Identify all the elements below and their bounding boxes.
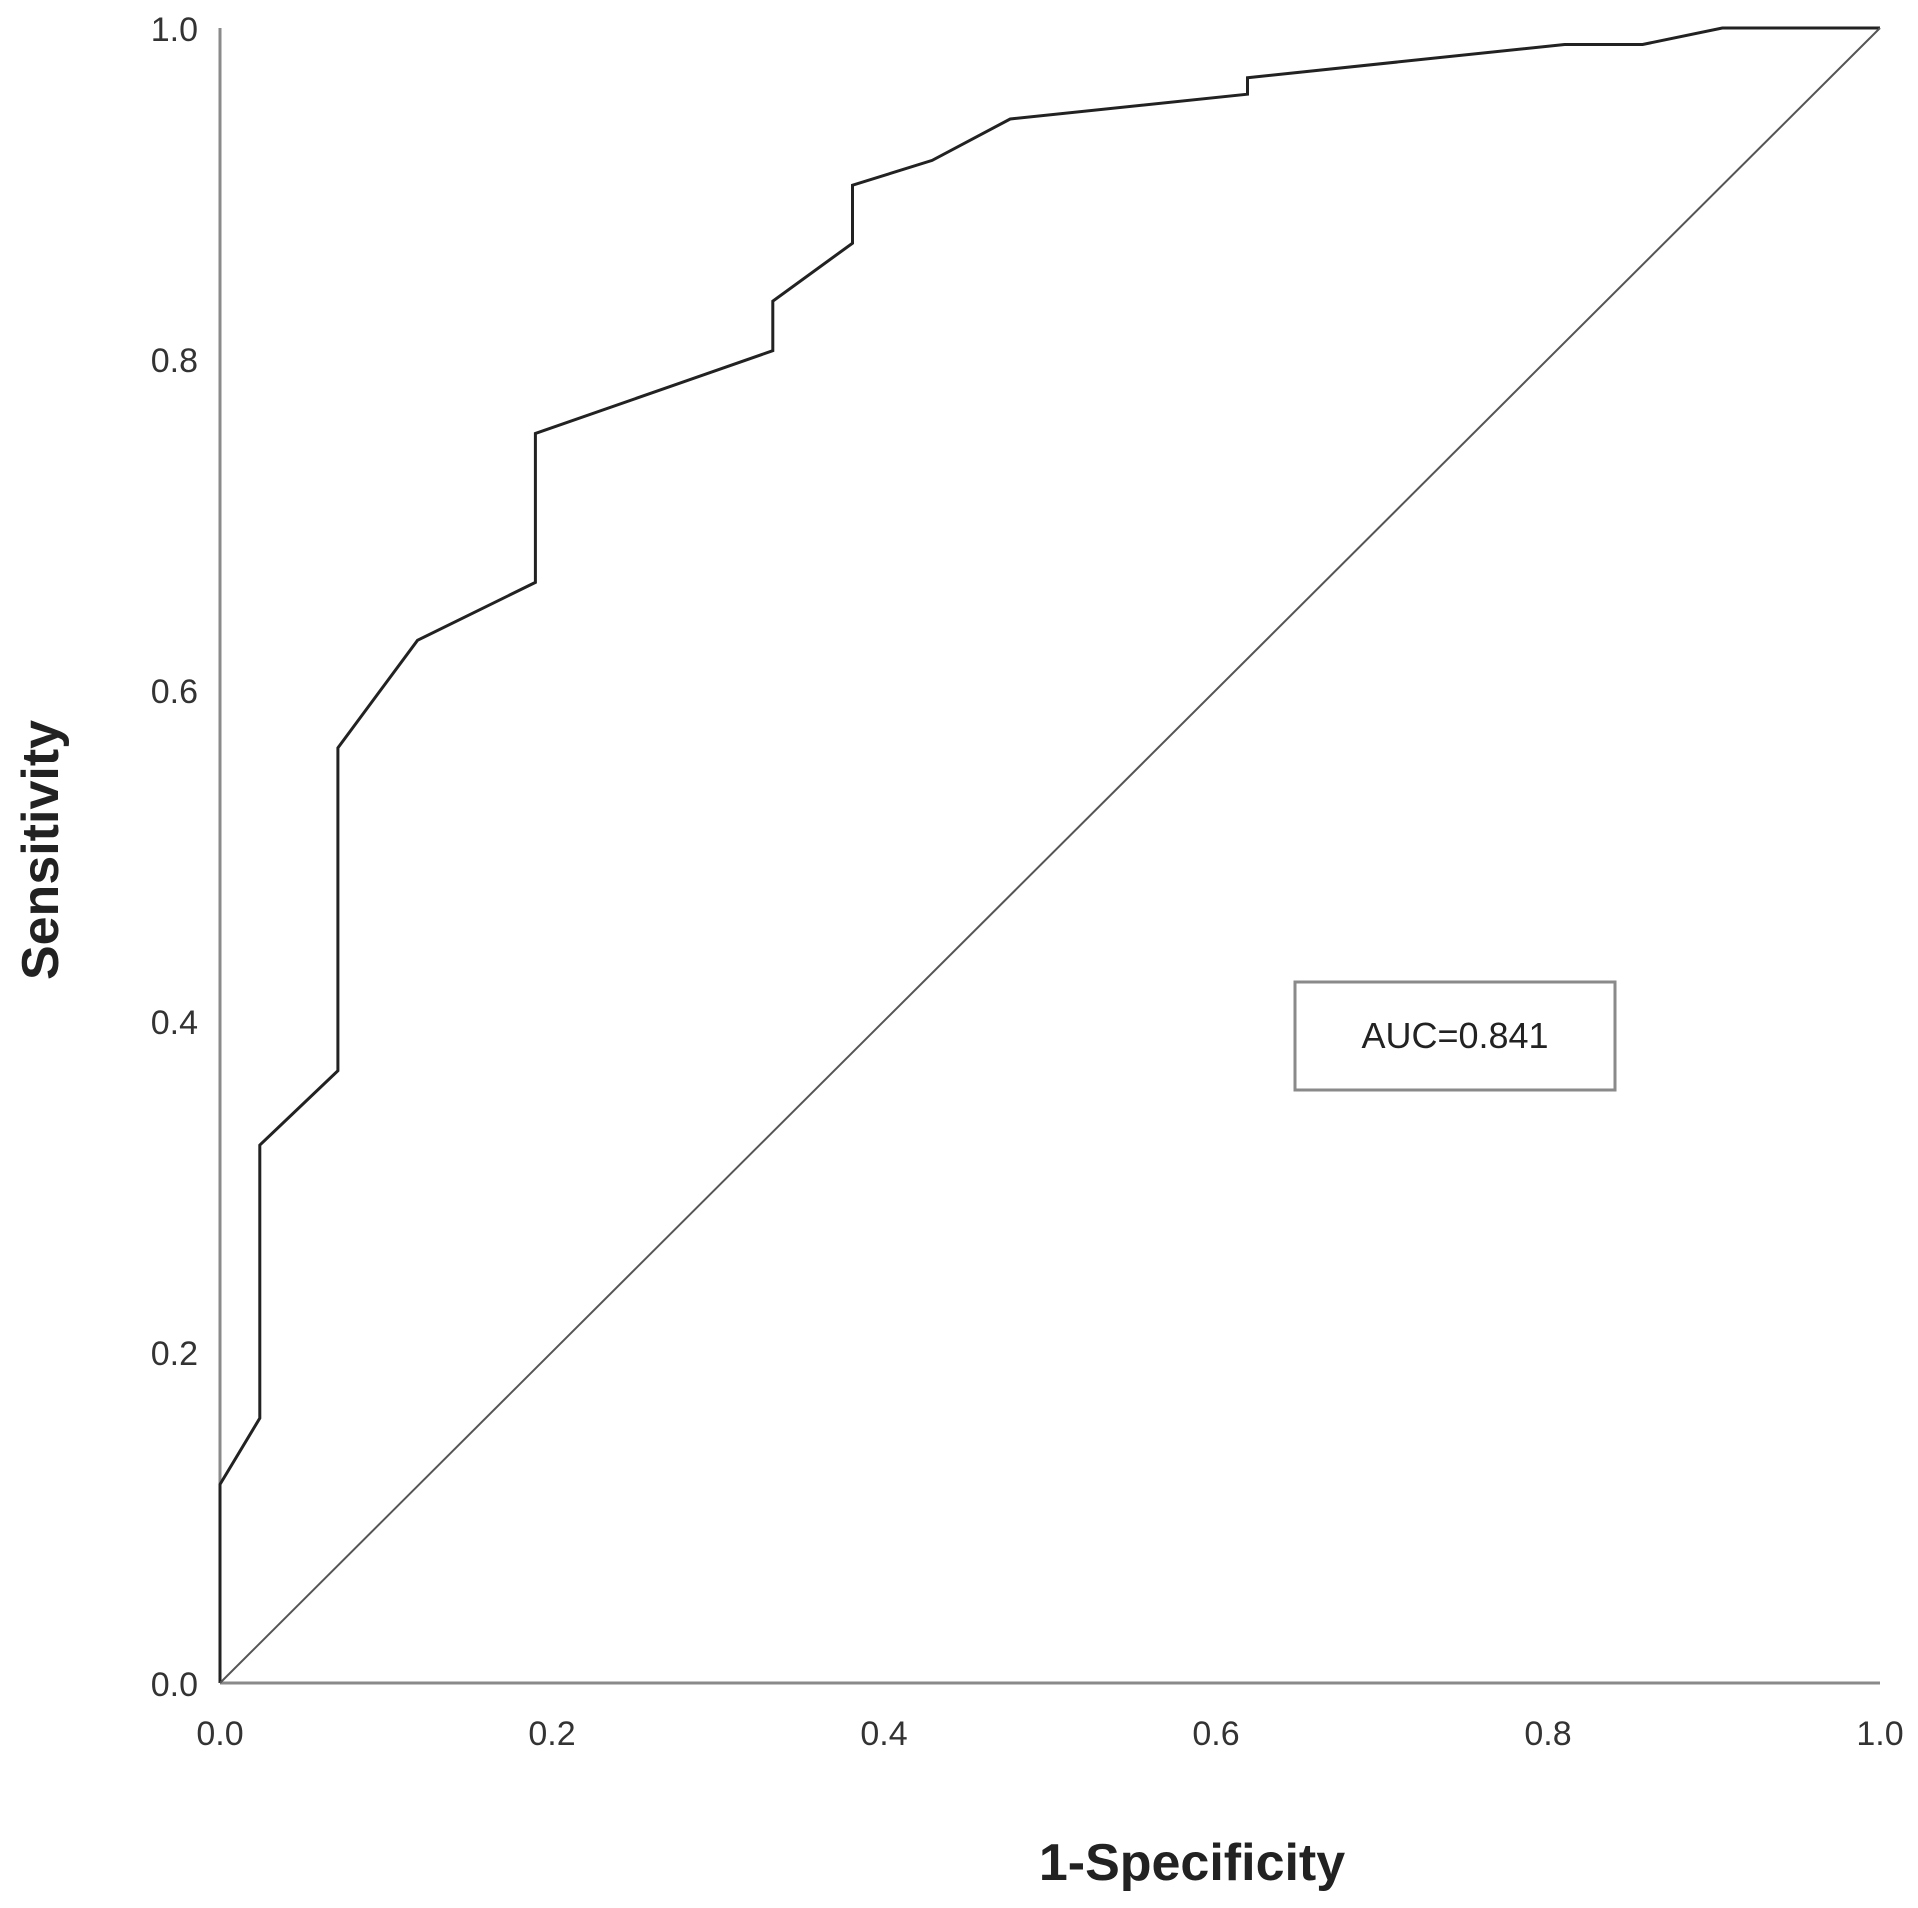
x-axis-title: 1-Specificity — [1039, 1834, 1345, 1892]
reference-diagonal-line — [219, 27, 1881, 1684]
x-tick-label: 0.4 — [860, 1715, 907, 1753]
y-axis-title: Sensitivity — [12, 720, 70, 980]
x-tick-label: 0.8 — [1524, 1715, 1571, 1753]
auc-label: AUC=0.841 — [1361, 1015, 1548, 1056]
x-axis-ticks: 0.0 0.2 0.4 0.6 0.8 1.0 — [196, 1715, 1903, 1753]
auc-legend-box: AUC=0.841 — [1293, 980, 1617, 1092]
x-tick-label: 0.6 — [1192, 1715, 1239, 1753]
roc-curve-line — [218, 26, 1880, 1683]
y-tick-label: 0.0 — [151, 1666, 198, 1704]
axes — [218, 28, 1880, 1685]
x-tick-label: 0.0 — [196, 1715, 243, 1753]
y-tick-label: 0.4 — [151, 1004, 198, 1042]
y-tick-label: 0.2 — [151, 1335, 198, 1373]
x-tick-label: 1.0 — [1856, 1715, 1903, 1753]
y-axis-ticks: 0.0 0.2 0.4 0.6 0.8 1.0 — [151, 11, 198, 1704]
series-layer — [218, 26, 1881, 1684]
x-tick-label: 0.2 — [528, 1715, 575, 1753]
y-tick-label: 0.6 — [151, 673, 198, 711]
auc-box-frame — [1293, 980, 1617, 1092]
y-tick-label: 1.0 — [151, 11, 198, 49]
y-tick-label: 0.8 — [151, 342, 198, 380]
